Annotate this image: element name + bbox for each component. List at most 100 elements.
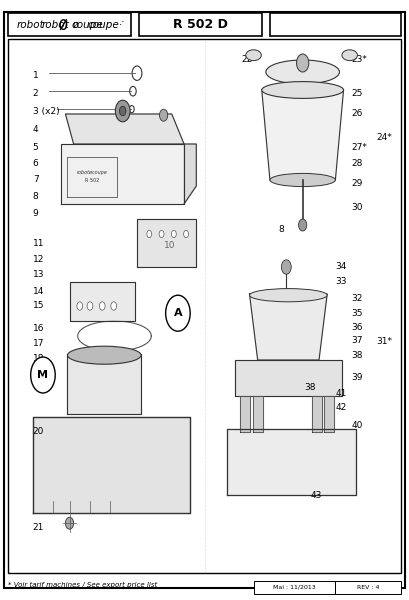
Text: 32: 32 <box>352 294 363 304</box>
Polygon shape <box>33 417 190 513</box>
Text: Mai : 11/2013: Mai : 11/2013 <box>273 585 316 590</box>
Circle shape <box>297 54 309 72</box>
Polygon shape <box>65 114 184 144</box>
Text: 5: 5 <box>33 142 38 151</box>
Text: R 502: R 502 <box>85 178 99 182</box>
Polygon shape <box>262 90 344 180</box>
Text: 37: 37 <box>352 336 363 346</box>
Text: 27*: 27* <box>352 142 368 151</box>
Ellipse shape <box>67 346 141 364</box>
Text: 31*: 31* <box>376 337 392 346</box>
Text: 11: 11 <box>33 238 44 247</box>
Text: 17: 17 <box>33 338 44 347</box>
Text: 20: 20 <box>33 427 44 436</box>
Ellipse shape <box>270 173 335 187</box>
Polygon shape <box>235 360 342 396</box>
FancyBboxPatch shape <box>8 13 131 36</box>
Text: 7: 7 <box>33 175 38 185</box>
Circle shape <box>299 219 307 231</box>
Text: 13: 13 <box>33 270 44 279</box>
Text: robot: robot <box>42 20 70 29</box>
FancyBboxPatch shape <box>254 581 335 594</box>
Polygon shape <box>240 396 250 432</box>
Polygon shape <box>184 144 196 204</box>
Ellipse shape <box>246 50 261 61</box>
FancyBboxPatch shape <box>270 13 401 36</box>
Text: 4: 4 <box>33 124 38 133</box>
Circle shape <box>171 230 176 238</box>
Text: 10: 10 <box>164 241 175 251</box>
Text: 28: 28 <box>352 158 363 167</box>
Ellipse shape <box>266 60 339 84</box>
Polygon shape <box>61 144 184 204</box>
Text: robot: robot <box>16 20 44 29</box>
Text: 14: 14 <box>33 286 44 295</box>
Text: 15: 15 <box>33 301 44 311</box>
Text: 38: 38 <box>305 383 316 391</box>
FancyBboxPatch shape <box>335 581 401 594</box>
FancyBboxPatch shape <box>139 13 262 36</box>
Text: 6: 6 <box>33 158 38 167</box>
Polygon shape <box>253 396 263 432</box>
Text: coupe·: coupe· <box>88 20 123 29</box>
Text: 35: 35 <box>352 308 363 318</box>
Circle shape <box>31 357 55 393</box>
Text: 3 (x2): 3 (x2) <box>33 107 59 115</box>
Text: 1: 1 <box>33 70 38 79</box>
Text: 41: 41 <box>335 389 347 398</box>
Text: 12: 12 <box>33 254 44 264</box>
Text: R 502 D: R 502 D <box>173 18 228 31</box>
Text: ø: ø <box>73 20 79 29</box>
Text: 25: 25 <box>352 88 363 97</box>
Text: 21: 21 <box>33 523 44 533</box>
Text: 38: 38 <box>352 350 363 359</box>
Text: 8: 8 <box>33 192 38 201</box>
Polygon shape <box>70 282 135 321</box>
Polygon shape <box>67 157 117 197</box>
Text: 42: 42 <box>335 403 347 413</box>
Polygon shape <box>67 354 141 414</box>
Ellipse shape <box>342 50 357 61</box>
Text: 26: 26 <box>352 109 363 118</box>
Polygon shape <box>249 294 327 360</box>
Text: 23*: 23* <box>352 55 368 64</box>
Circle shape <box>184 230 189 238</box>
Ellipse shape <box>249 289 327 302</box>
Circle shape <box>119 106 126 116</box>
Circle shape <box>111 302 117 310</box>
Text: 9: 9 <box>33 208 38 217</box>
Circle shape <box>99 302 105 310</box>
Circle shape <box>65 517 74 529</box>
Polygon shape <box>324 396 334 432</box>
Circle shape <box>147 230 152 238</box>
Text: 36: 36 <box>352 323 363 331</box>
Text: 33: 33 <box>335 277 347 286</box>
Text: 39: 39 <box>352 373 363 383</box>
Text: 24*: 24* <box>376 133 392 142</box>
Text: M: M <box>38 370 48 380</box>
Text: 29: 29 <box>352 179 363 187</box>
Circle shape <box>77 302 83 310</box>
Text: 22*: 22* <box>241 55 257 64</box>
Text: 30: 30 <box>352 202 363 211</box>
Text: A: A <box>173 308 182 318</box>
Circle shape <box>87 302 93 310</box>
Text: coupe: coupe <box>72 20 103 29</box>
Circle shape <box>166 295 190 331</box>
Ellipse shape <box>262 82 344 98</box>
Circle shape <box>159 230 164 238</box>
Text: 19: 19 <box>33 370 44 379</box>
Circle shape <box>160 109 168 121</box>
Text: 34: 34 <box>335 262 347 271</box>
Text: 43: 43 <box>311 491 322 499</box>
Text: 18: 18 <box>33 354 44 363</box>
Polygon shape <box>227 429 356 495</box>
Circle shape <box>115 100 130 122</box>
Polygon shape <box>137 219 196 267</box>
FancyBboxPatch shape <box>4 12 405 588</box>
Text: REV : 4: REV : 4 <box>357 585 380 590</box>
Text: * Voir tarif machines / See export price list: * Voir tarif machines / See export price… <box>8 582 157 588</box>
FancyBboxPatch shape <box>8 39 401 573</box>
Text: robotøcoupe: robotøcoupe <box>76 170 108 175</box>
Text: 8: 8 <box>278 224 284 233</box>
